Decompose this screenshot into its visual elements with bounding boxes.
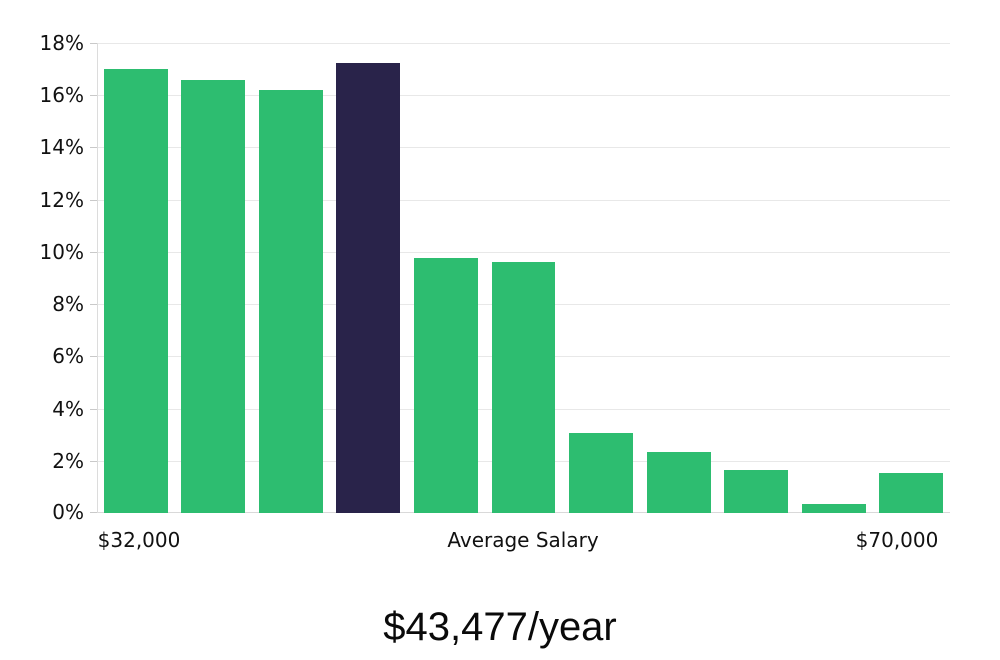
x-axis-label-max-salary: $70,000 [855,528,939,552]
gridline [97,200,950,201]
y-axis-tick-mark [90,461,97,462]
average-salary-title: $43,477/year [383,605,617,649]
y-axis-tick-label: 2% [52,449,84,473]
y-axis-tick-mark [90,43,97,44]
bar [181,79,246,513]
y-axis-tick-mark [90,95,97,96]
gridline [97,252,950,253]
y-axis-line [97,43,98,513]
y-axis-tick-label: 12% [39,188,84,212]
gridline [97,43,950,44]
gridline [97,95,950,96]
plot-area [97,43,950,513]
y-axis-tick-mark [90,252,97,253]
y-axis-tick-label: 18% [39,31,84,55]
bar [724,469,789,513]
y-axis-tick-mark [90,200,97,201]
x-axis-label-average-salary: Average Salary [447,528,599,552]
y-axis-tick-mark [90,147,97,148]
y-axis-tick-label: 8% [52,292,84,316]
y-axis-tick-label: 0% [52,500,84,524]
y-axis-tick-label: 6% [52,344,84,368]
bar [103,69,168,513]
bar-highlighted-average-salary [336,62,401,513]
y-axis-tick-label: 14% [39,135,84,159]
bar [646,451,711,513]
y-axis-tick-mark [90,304,97,305]
y-axis-tick-label: 4% [52,397,84,421]
gridline [97,147,950,148]
y-axis-tick-mark [90,409,97,410]
bar [491,262,556,513]
bar [879,472,944,513]
bar [413,258,478,513]
bar [569,433,634,513]
y-axis-tick-mark [90,512,97,513]
bar [801,503,866,513]
bar [258,90,323,513]
y-axis-tick-label: 10% [39,240,84,264]
x-axis-label-min-salary: $32,000 [97,528,181,552]
y-axis-tick-mark [90,356,97,357]
y-axis-tick-label: 16% [39,83,84,107]
